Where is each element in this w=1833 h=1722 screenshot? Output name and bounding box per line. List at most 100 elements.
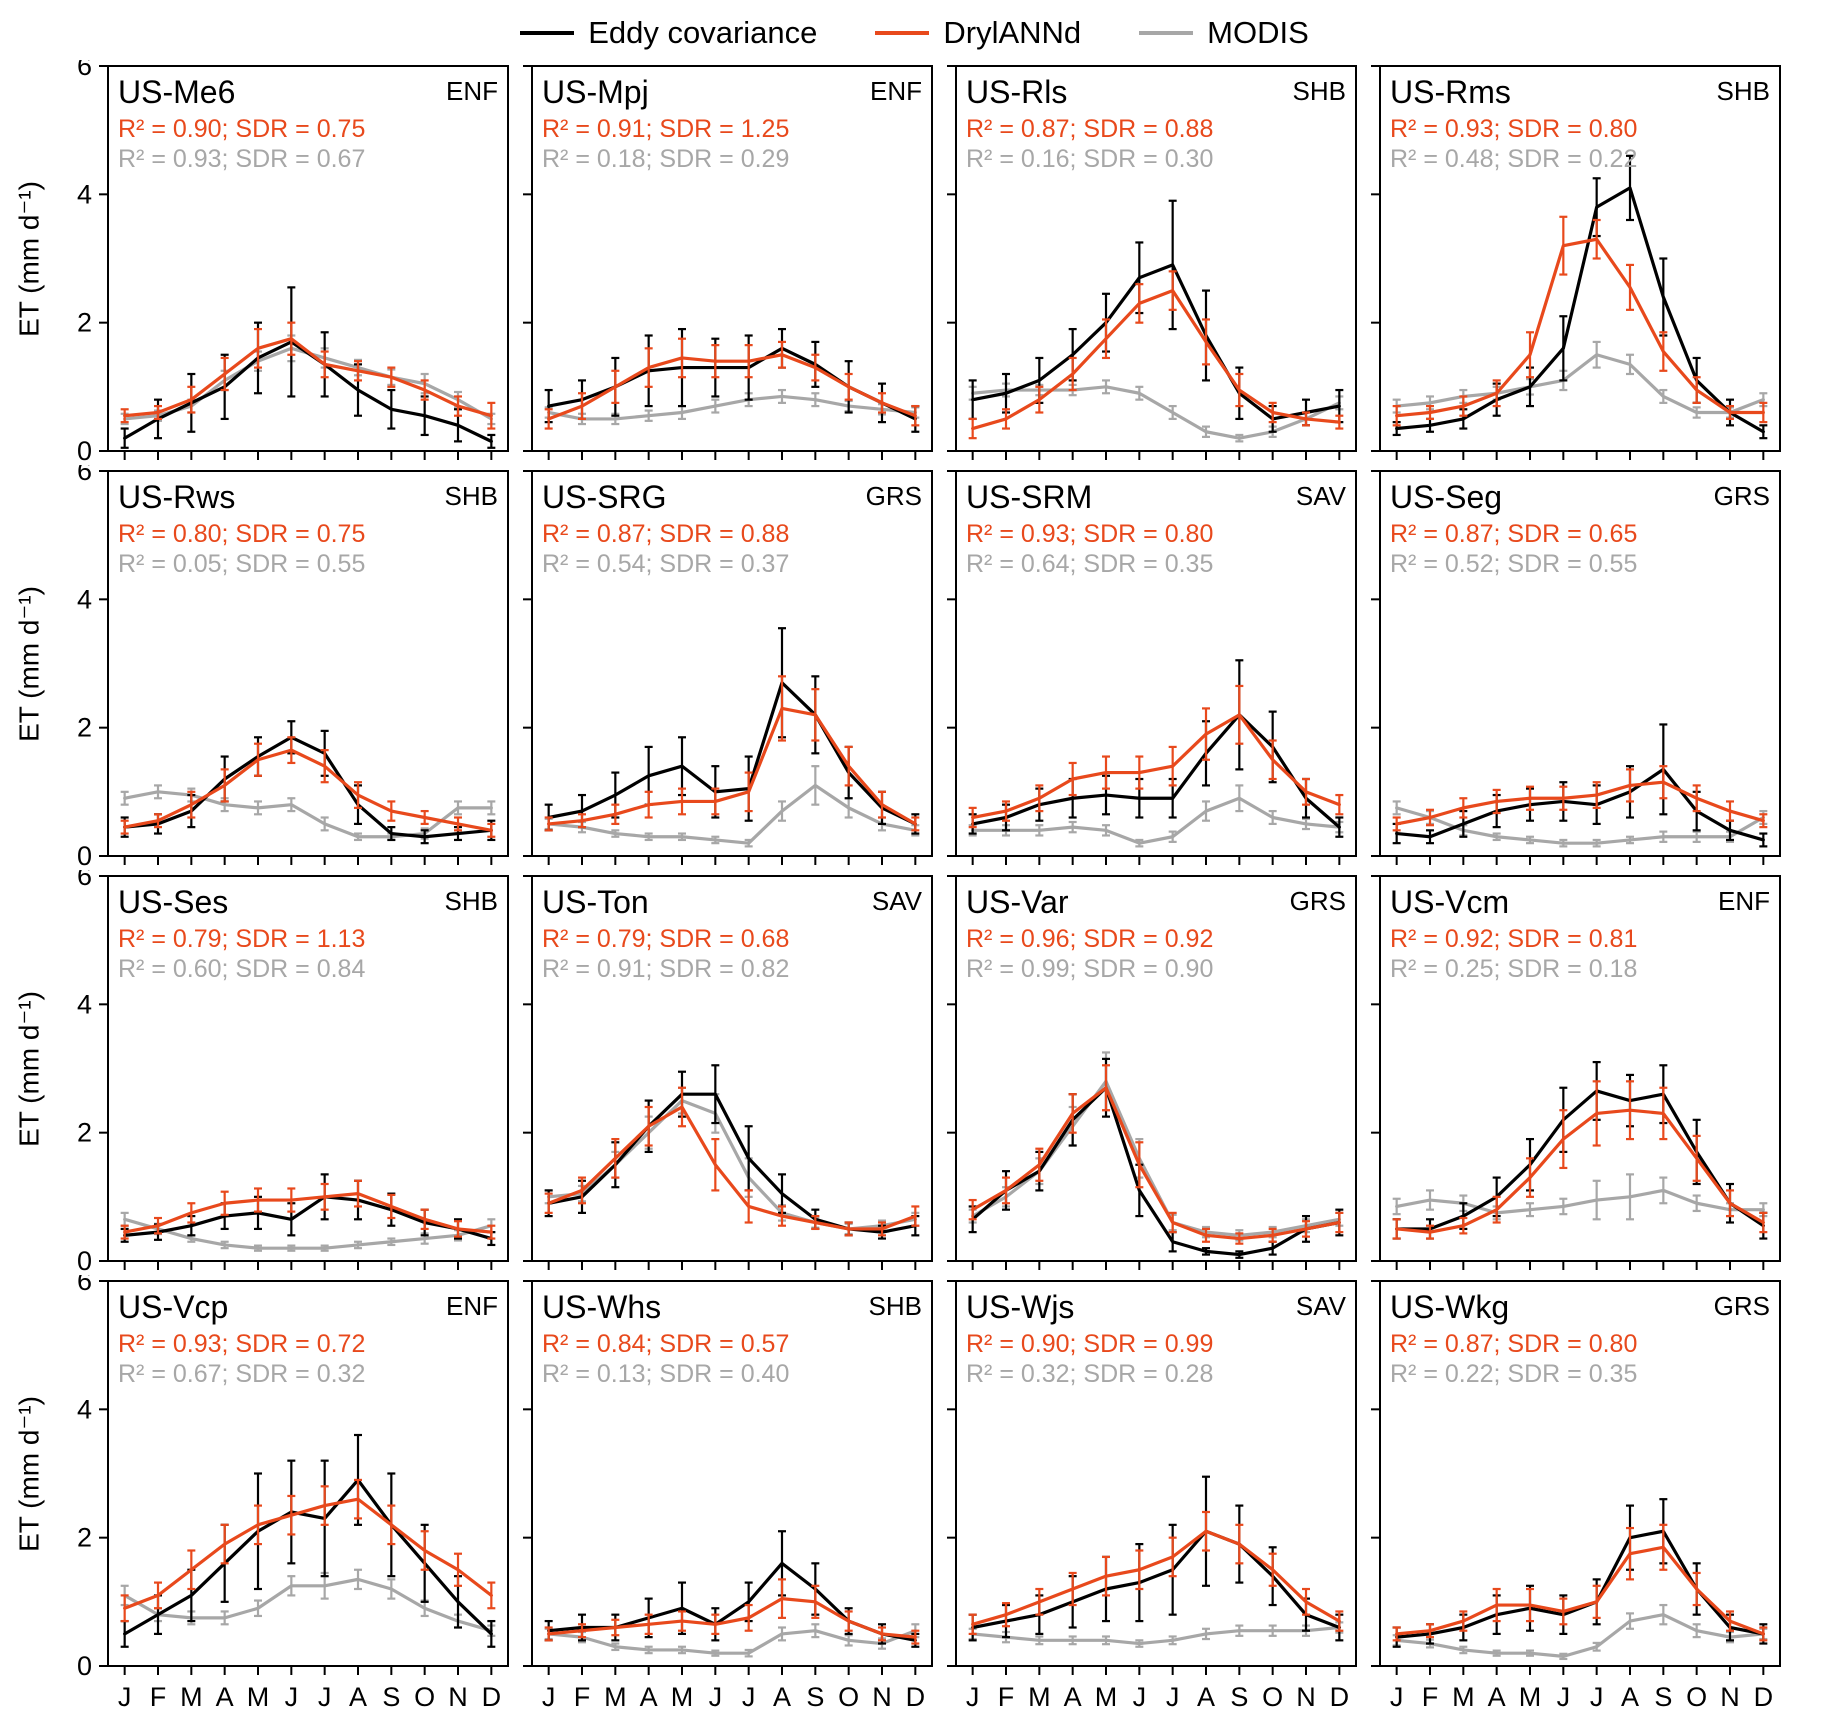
x-tick-label: S xyxy=(806,1682,824,1712)
error-bars xyxy=(968,1510,1344,1636)
series-line xyxy=(123,1192,493,1234)
x-tick-label: S xyxy=(1230,1682,1248,1712)
modis-stats: R² = 0.93; SDR = 0.67 xyxy=(118,145,365,173)
y-tick-label: 2 xyxy=(77,1523,92,1553)
x-tick-label: N xyxy=(872,1682,892,1712)
plot-frame xyxy=(107,875,509,1262)
axis-ticks xyxy=(523,470,917,865)
modis-stats: R² = 0.05; SDR = 0.55 xyxy=(118,550,365,578)
drylannd-stats: R² = 0.91; SDR = 1.25 xyxy=(542,115,789,143)
series-eddy-covariance xyxy=(968,1475,1344,1642)
site-name: US-SRG xyxy=(542,479,666,515)
plot-frame xyxy=(531,65,933,452)
plot-frame xyxy=(955,1280,1357,1667)
series-drylannd xyxy=(544,337,920,430)
series-line xyxy=(123,748,493,832)
axis-ticks xyxy=(99,875,493,1270)
x-tick-label: A xyxy=(773,1682,791,1712)
plot-frame xyxy=(1379,470,1781,857)
series-line xyxy=(1395,1613,1765,1658)
error-bars xyxy=(1392,1523,1768,1642)
series-line xyxy=(1395,780,1765,826)
x-tick-label: M xyxy=(1095,1682,1118,1712)
series-eddy-covariance xyxy=(544,327,920,433)
x-tick-label: M xyxy=(247,1682,270,1712)
error-bars xyxy=(1392,1173,1768,1221)
veg-type-label: SAV xyxy=(872,886,923,916)
plot-frame xyxy=(531,470,933,857)
x-tick-label: D xyxy=(1754,1682,1774,1712)
y-tick-labels: 0 2 4 6 xyxy=(77,1266,92,1681)
x-tick-label: A xyxy=(216,1682,234,1712)
series-drylannd xyxy=(1392,1080,1768,1240)
plot-frame xyxy=(955,65,1357,452)
x-tick-label: J xyxy=(1133,1682,1147,1712)
x-tick-label: D xyxy=(906,1682,926,1712)
x-tick-label: N xyxy=(448,1682,468,1712)
series-line xyxy=(971,1529,1341,1630)
panel-us-vcm: US-Vcm ENF R² = 0.92; SDR = 0.81 R² = 0.25;… xyxy=(1364,870,1788,1275)
panel-us-mpj: US-Mpj ENF R² = 0.91; SDR = 1.25 R² = 0.18;… xyxy=(516,60,940,465)
series-line xyxy=(123,1478,493,1636)
series-line xyxy=(971,263,1341,421)
series-drylannd xyxy=(968,270,1344,440)
x-tick-label: J xyxy=(318,1682,332,1712)
veg-type-label: GRS xyxy=(1714,481,1770,511)
y-tick-label: 0 xyxy=(77,841,92,870)
x-tick-label: A xyxy=(1064,1682,1082,1712)
panel-us-ton: US-Ton SAV R² = 0.79; SDR = 0.68 R² = 0.91;… xyxy=(516,870,940,1275)
x-tick-label: O xyxy=(1262,1682,1283,1712)
site-name: US-Rls xyxy=(966,74,1067,110)
error-bars xyxy=(544,765,920,848)
x-tick-label: M xyxy=(1519,1682,1542,1712)
series-line xyxy=(547,353,917,421)
drylannd-stats: R² = 0.79; SDR = 0.68 xyxy=(542,925,789,953)
axis-ticks xyxy=(99,470,493,865)
x-tick-label: S xyxy=(1654,1682,1672,1712)
series-line xyxy=(1395,237,1765,418)
panel-us-rws: 0 2 4 6 US-Rws SHB R² = 0.80; SDR = 0.75 R² = 0… xyxy=(52,456,516,871)
series-line xyxy=(1395,806,1765,845)
y-tick-label: 6 xyxy=(77,870,92,891)
drylannd-stats: R² = 0.87; SDR = 0.88 xyxy=(966,115,1213,143)
error-bars xyxy=(120,720,496,845)
panel-us-rls: US-Rls SHB R² = 0.87; SDR = 0.88 R² = 0.16;… xyxy=(940,60,1364,465)
y-axis-title-text: ET (mm d⁻¹) xyxy=(13,991,45,1147)
y-tick-label: 2 xyxy=(77,308,92,338)
series-drylannd xyxy=(968,684,1344,829)
error-bars xyxy=(544,1064,920,1240)
site-name: US-Rms xyxy=(1390,74,1511,110)
x-tick-label: A xyxy=(640,1682,658,1712)
series-line xyxy=(547,783,917,845)
x-tick-label: J xyxy=(1557,1682,1571,1712)
modis-stats: R² = 0.60; SDR = 0.84 xyxy=(118,955,365,983)
series-drylannd xyxy=(544,1578,920,1645)
series-drylannd xyxy=(120,736,496,838)
y-axis-title-text: ET (mm d⁻¹) xyxy=(13,181,45,337)
series-eddy-covariance xyxy=(1392,154,1768,440)
drylannd-stats: R² = 0.87; SDR = 0.65 xyxy=(1390,520,1637,548)
veg-type-label: SHB xyxy=(1293,76,1346,106)
x-tick-label: F xyxy=(998,1682,1015,1712)
series-eddy-covariance xyxy=(1392,1060,1768,1240)
x-tick-label: O xyxy=(1686,1682,1707,1712)
error-bars xyxy=(120,286,496,449)
panel-us-vcp: 0 2 4 6 J F M A M J J A S O N D US-Vcp ENF R² = 0.93; SDR … xyxy=(52,1266,516,1716)
series-modis xyxy=(968,784,1344,848)
legend-label: Eddy covariance xyxy=(588,15,818,50)
chart-row-1: ET (mm d⁻¹) 0 2 4 6 US-Me6 ENF R² = 0.90; SDR =… xyxy=(6,51,1823,466)
axis-ticks xyxy=(1371,1280,1765,1675)
series-modis xyxy=(968,379,1344,443)
